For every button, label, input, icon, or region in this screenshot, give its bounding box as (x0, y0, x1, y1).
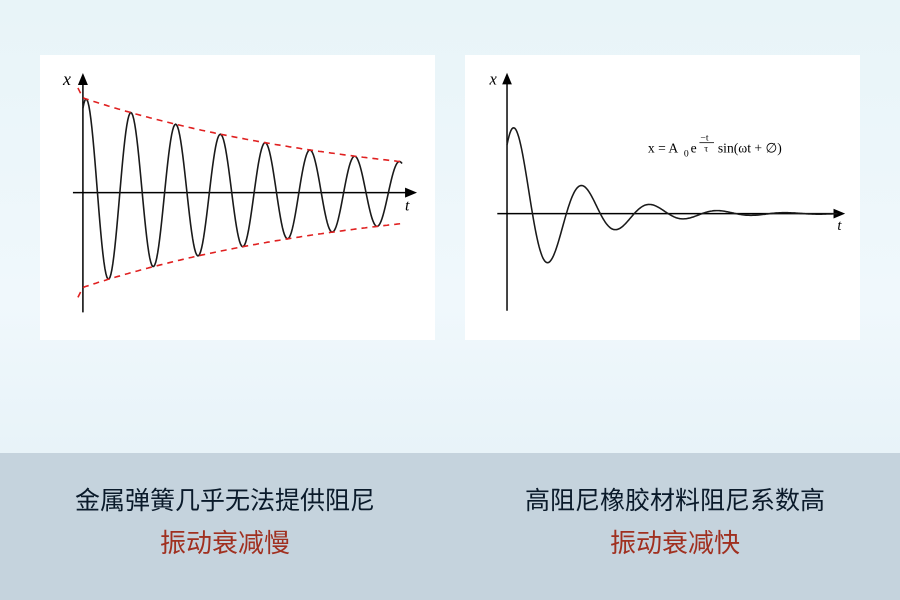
svg-text:sin(ωt + ∅): sin(ωt + ∅) (718, 140, 782, 156)
left-caption: 金属弹簧几乎无法提供阻尼 振动衰减慢 (0, 481, 450, 560)
right-caption: 高阻尼橡胶材料阻尼系数高 振动衰减快 (450, 481, 900, 560)
y-axis-label: x (62, 69, 71, 89)
low-damping-svg: x t (48, 63, 427, 332)
y-axis-label: x (489, 69, 498, 88)
x-axis-label: t (837, 218, 842, 234)
low-damping-chart: x t (40, 55, 435, 340)
caption-highlight: 振动衰减慢 (0, 523, 450, 560)
high-damping-svg: x = A 0 e −t τ sin(ωt + ∅) x t (473, 63, 852, 325)
high-damping-chart: x = A 0 e −t τ sin(ωt + ∅) x t (465, 55, 860, 340)
axes (497, 73, 845, 311)
svg-text:τ: τ (704, 143, 708, 154)
svg-text:0: 0 (684, 148, 689, 159)
svg-text:e: e (691, 140, 697, 155)
caption-highlight: 振动衰减快 (450, 523, 900, 560)
charts-row: x t x = A 0 e −t τ (0, 0, 900, 340)
svg-text:−t: −t (700, 133, 708, 144)
caption-text: 高阻尼橡胶材料阻尼系数高 (450, 481, 900, 517)
svg-text:x = A: x = A (648, 140, 679, 155)
x-axis-label: t (405, 198, 410, 215)
envelope-bottom (78, 224, 401, 298)
caption-text: 金属弹簧几乎无法提供阻尼 (0, 481, 450, 517)
captions-row: 金属弹簧几乎无法提供阻尼 振动衰减慢 高阻尼橡胶材料阻尼系数高 振动衰减快 (0, 453, 900, 600)
damped-wave (83, 99, 402, 279)
formula: x = A 0 e −t τ sin(ωt + ∅) (648, 133, 782, 160)
